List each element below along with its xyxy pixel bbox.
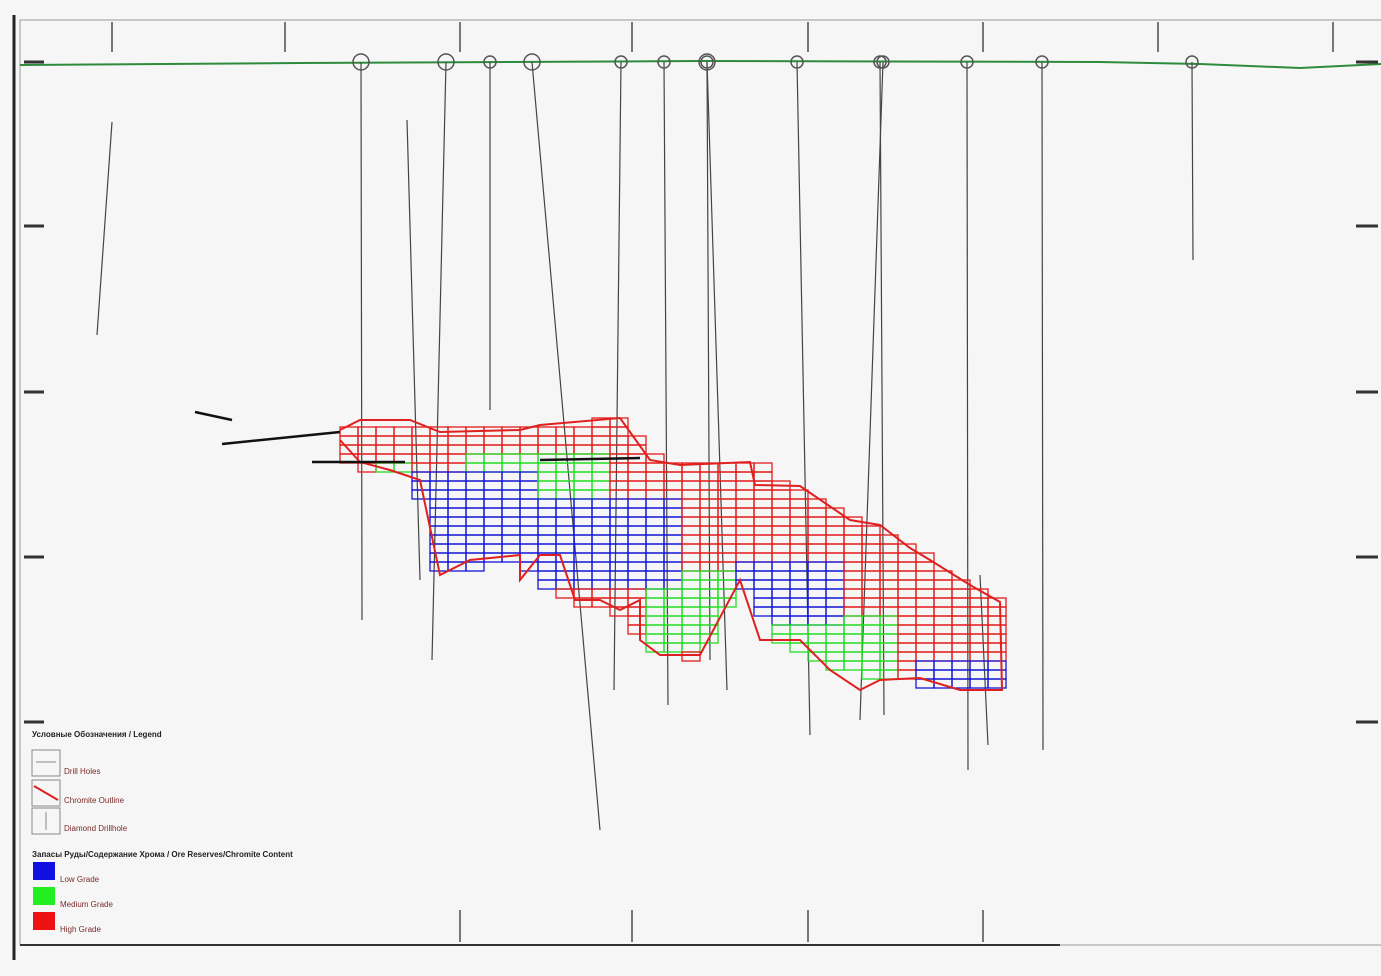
grade-swatch (33, 912, 55, 930)
grade-item: High Grade (60, 925, 101, 934)
grade-title: Запасы Руды/Содержание Хрома / Ore Reser… (32, 850, 293, 859)
legend-title: Условные Обозначения / Legend (32, 730, 162, 739)
grade-item: Medium Grade (60, 900, 113, 909)
grade-item: Low Grade (60, 875, 100, 884)
cross-section: Условные Обозначения / Legend Drill Hole… (0, 0, 1381, 976)
legend-item: Chromite Outline (64, 796, 125, 805)
background (0, 0, 1381, 976)
grade-swatch (33, 887, 55, 905)
legend-item: Diamond Drillhole (64, 824, 128, 833)
legend-item: Drill Holes (64, 767, 100, 776)
grade-swatch (33, 862, 55, 880)
